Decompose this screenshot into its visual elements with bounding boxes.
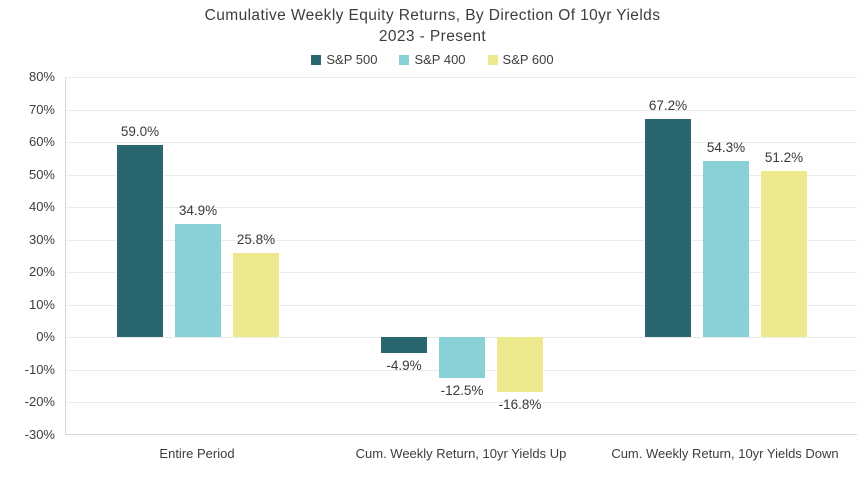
y-axis-tick-label: 10% [28,296,55,312]
legend-label: S&P 400 [414,52,466,67]
y-axis-tick-label: 70% [28,101,55,117]
bar [381,337,427,354]
legend-item: S&P 500 [311,52,377,67]
data-label: 59.0% [120,124,160,140]
data-label: 25.8% [236,232,276,248]
chart-title-line1: Cumulative Weekly Equity Returns, By Dir… [204,7,661,24]
bar [233,253,279,338]
legend-swatch-icon [311,54,322,65]
chart-title-line2: 2023 - Present [378,28,487,45]
legend-label: S&P 500 [326,52,378,67]
gridline [66,272,857,274]
y-axis-tick-label: -20% [24,394,55,410]
legend-item: S&P 600 [487,52,554,67]
bar [497,337,543,393]
data-label: -12.5% [440,383,484,399]
y-axis-tick-label: -10% [24,361,55,377]
gridline [66,174,857,176]
y-axis-tick-label: -30% [24,427,55,442]
plot-area: 59.0% 34.9% 25.8% -4.9% -12.5% -16.8% 67.2% 54.… [65,77,857,435]
data-label: 54.3% [706,139,746,155]
gridline [66,304,857,306]
bar [761,170,807,338]
legend-label: S&P 600 [502,52,554,67]
y-axis-tick-label: 0% [36,329,55,345]
gridline [66,207,857,209]
data-label: -4.9% [386,358,422,374]
legend-swatch-icon [487,54,498,65]
chart-legend: S&P 500 S&P 400 S&P 600 [0,52,865,67]
data-label: 34.9% [178,202,218,218]
data-label: 67.2% [648,97,688,113]
data-label: -16.8% [498,397,542,413]
gridline [66,402,857,404]
gridline [66,109,857,111]
bar [645,118,691,338]
y-axis-tick-label: 30% [28,231,55,247]
bar [703,160,749,338]
y-axis-tick-label: 20% [28,264,55,280]
y-axis-tick-label: 60% [28,134,55,150]
bar [439,337,485,379]
data-label: 51.2% [764,149,804,165]
y-axis-tick-label: 80% [28,69,55,84]
bar [117,145,163,338]
legend-item: S&P 400 [399,52,466,67]
y-axis-tick-label: 40% [28,199,55,215]
category-label: Cum. Weekly Return, 10yr Yields Down [611,446,839,461]
y-axis-tick-label: 50% [28,166,55,182]
bar [175,223,221,338]
gridline [66,77,857,78]
gridline [66,142,857,144]
category-label: Entire Period [159,446,235,461]
category-label: Cum. Weekly Return, 10yr Yields Up [355,446,567,461]
chart-title: Cumulative Weekly Equity Returns, By Dir… [0,5,865,47]
legend-swatch-icon [399,54,410,65]
gridline [66,239,857,241]
